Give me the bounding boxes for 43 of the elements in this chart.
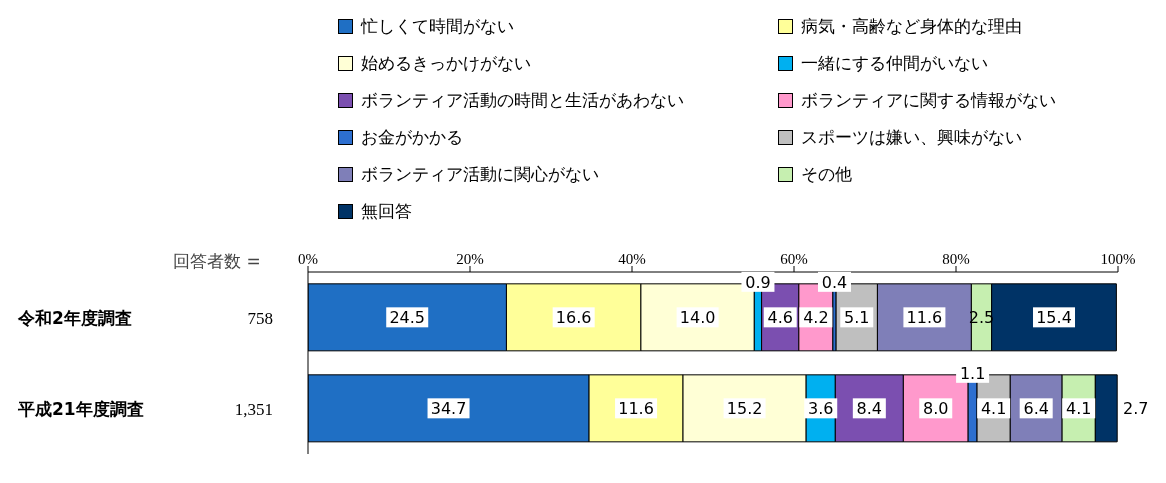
legend-label: 忙しくて時間がない — [361, 14, 514, 38]
text: 回答者数 = — [173, 250, 261, 273]
data-label: 24.5 — [389, 308, 426, 328]
data-label: 3.6 — [808, 399, 834, 419]
data-label: 4.6 — [767, 308, 793, 328]
data-label: 15.2 — [726, 399, 763, 419]
data-label: 8.0 — [923, 399, 949, 419]
x-tick-label: 0% — [298, 251, 318, 267]
data-label: 8.4 — [856, 399, 883, 419]
legend-label: その他 — [801, 162, 852, 186]
data-label: 4.2 — [803, 308, 829, 328]
x-tick-label: 40% — [618, 251, 646, 267]
data-label: 6.4 — [1023, 399, 1049, 419]
x-tick-label: 60% — [780, 251, 808, 267]
x-tick-label: 80% — [942, 251, 970, 267]
legend-label: 無回答 — [361, 199, 412, 223]
legend-label: ボランティア活動に関心がない — [361, 162, 599, 186]
legend-label: 始めるきっかけがない — [361, 51, 531, 75]
text: 1,351 — [234, 399, 273, 419]
data-label: 16.6 — [555, 308, 592, 328]
legend-label: ボランティア活動の時間と生活があわない — [361, 88, 684, 112]
y-tick-label: 令和2年度調査 — [17, 307, 132, 328]
legend-label: スポーツは嫌い、興味がない — [801, 125, 1022, 149]
x-tick-label: 20% — [456, 251, 484, 267]
x-tick-label: 100% — [1100, 251, 1136, 267]
legend-label: お金がかかる — [361, 125, 463, 149]
legend-label: ボランティアに関する情報がない — [801, 88, 1056, 112]
text: 758 — [247, 308, 273, 328]
data-label: 1.1 — [959, 363, 986, 383]
legend-label: 病気・高齢など身体的な理由 — [801, 14, 1022, 38]
data-label: 34.7 — [430, 399, 467, 419]
legend-label: 一緒にする仲間がいない — [801, 51, 988, 75]
data-label: 15.4 — [1036, 308, 1072, 328]
y-tick-label: 平成21年度調査 — [17, 398, 144, 419]
data-label: 11.6 — [618, 399, 654, 419]
data-label: 0.4 — [821, 272, 848, 292]
data-label: 2.7 — [1122, 399, 1149, 419]
data-label: 5.1 — [844, 308, 870, 328]
data-label: 4.1 — [1065, 399, 1092, 419]
data-label: 0.9 — [745, 272, 771, 292]
data-label: 14.0 — [679, 308, 716, 328]
data-label: 11.6 — [906, 308, 943, 328]
data-label: 4.1 — [980, 399, 1007, 419]
